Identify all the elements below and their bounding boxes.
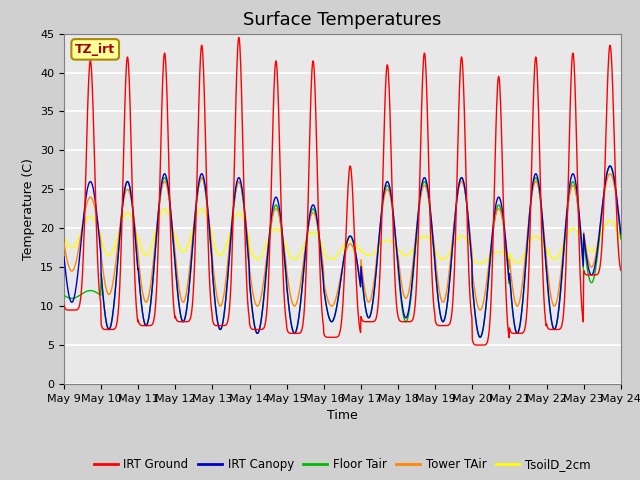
Legend: IRT Ground, IRT Canopy, Floor Tair, Tower TAir, TsoilD_2cm: IRT Ground, IRT Canopy, Floor Tair, Towe…: [89, 454, 596, 476]
Title: Surface Temperatures: Surface Temperatures: [243, 11, 442, 29]
Text: TZ_irt: TZ_irt: [75, 43, 115, 56]
X-axis label: Time: Time: [327, 409, 358, 422]
Y-axis label: Temperature (C): Temperature (C): [22, 158, 35, 260]
